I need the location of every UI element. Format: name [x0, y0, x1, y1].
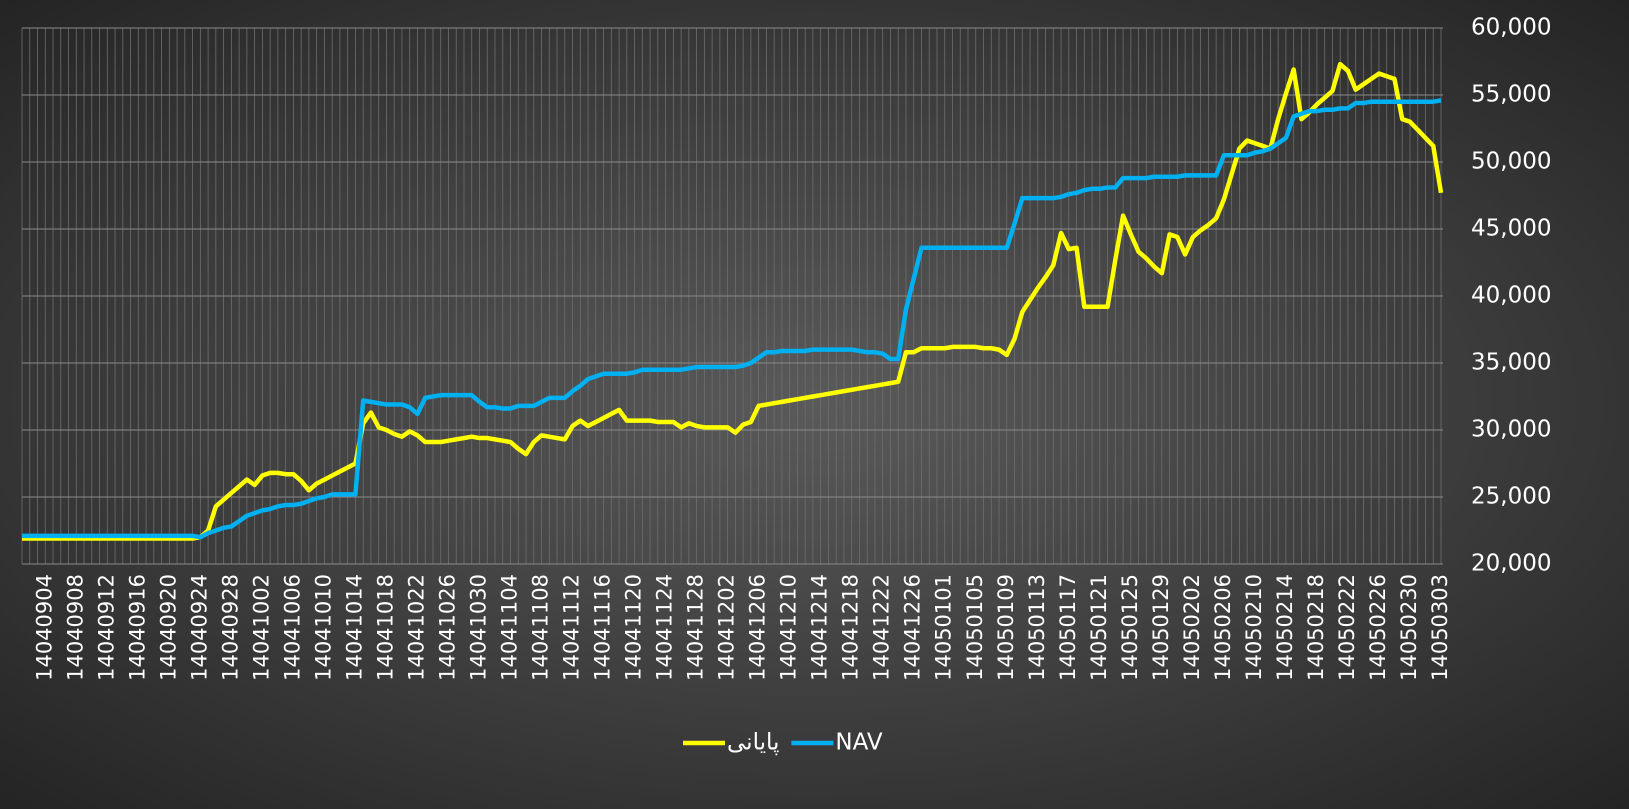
y-tick-label: 45,000	[1471, 216, 1551, 242]
x-tick-label: 14041010	[311, 574, 335, 681]
x-tick-label: 14041124	[653, 574, 677, 681]
x-tick-label: 14041112	[560, 574, 584, 681]
series-line	[22, 61, 1444, 541]
x-tick-label: 14041002	[249, 574, 273, 681]
x-tick-label: 14050230	[1397, 574, 1421, 681]
x-tick-label: 14041116	[591, 574, 615, 681]
x-tick-label: 14050109	[994, 574, 1018, 681]
x-tick-label: 14041018	[373, 574, 397, 681]
legend-label: پایانی	[727, 730, 779, 756]
x-tick-label: 14050218	[1304, 574, 1328, 681]
y-tick-label: 55,000	[1471, 82, 1551, 108]
x-tick-label: 14041006	[280, 574, 304, 681]
x-tick-label: 14041026	[435, 574, 459, 681]
x-tick-label: 14040924	[187, 574, 211, 681]
x-tick-label: 14040904	[32, 574, 56, 681]
x-tick-label: 14041206	[746, 574, 770, 681]
x-tick-label: 14050303	[1428, 574, 1452, 681]
x-tick-label: 14050121	[1087, 574, 1111, 681]
legend-label: NAV	[835, 730, 882, 756]
x-tick-label: 14050210	[1242, 574, 1266, 681]
x-tick-label: 14041210	[777, 574, 801, 681]
x-tick-label: 14041104	[498, 574, 522, 681]
x-tick-label: 14050129	[1149, 574, 1173, 681]
y-tick-label: 50,000	[1471, 149, 1551, 175]
x-tick-label: 14040916	[125, 574, 149, 681]
x-tick-label: 14050101	[932, 574, 956, 681]
y-tick-label: 35,000	[1471, 350, 1551, 376]
x-tick-label: 14041108	[529, 574, 553, 681]
x-tick-label: 14050214	[1273, 574, 1297, 681]
x-tick-label: 14041030	[466, 574, 490, 681]
x-tick-label: 14050105	[963, 574, 987, 681]
y-tick-label: 25,000	[1471, 484, 1551, 510]
x-tick-label: 14041222	[870, 574, 894, 681]
x-tick-label: 14050222	[1335, 574, 1359, 681]
series-line	[22, 98, 1442, 540]
y-tick-label: 30,000	[1471, 417, 1551, 443]
x-tick-label: 14050226	[1366, 574, 1390, 681]
x-tick-label: 14041218	[839, 574, 863, 681]
x-tick-label: 14050125	[1118, 574, 1142, 681]
x-tick-label: 14050202	[1180, 574, 1204, 681]
x-tick-label: 14041128	[684, 574, 708, 681]
x-tick-label: 14041214	[808, 574, 832, 681]
x-tick-label: 14040912	[94, 574, 118, 681]
y-tick-label: 40,000	[1471, 283, 1551, 309]
x-tick-label: 14040908	[63, 574, 87, 681]
x-tick-label: 14041014	[342, 574, 366, 681]
x-tick-label: 14040920	[156, 574, 180, 681]
y-tick-label: 60,000	[1471, 15, 1551, 41]
x-tick-label: 14041022	[404, 574, 428, 681]
x-tick-label: 14040928	[218, 574, 242, 681]
x-tick-label: 14050206	[1211, 574, 1235, 681]
x-tick-label: 14050113	[1025, 574, 1049, 681]
y-tick-label: 20,000	[1471, 551, 1551, 577]
x-tick-label: 14041202	[715, 574, 739, 681]
x-tick-label: 14041226	[901, 574, 925, 681]
x-tick-label: 14050117	[1056, 574, 1080, 681]
x-tick-label: 14041120	[622, 574, 646, 681]
